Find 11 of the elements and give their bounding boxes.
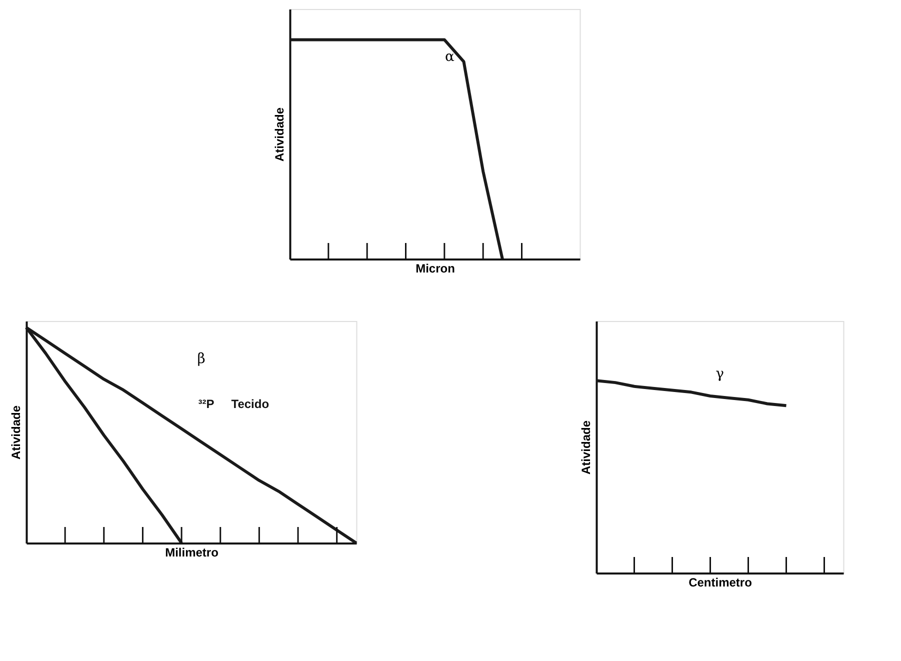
y-axis-title: Atividade — [8, 405, 23, 460]
text: α — [445, 49, 456, 65]
x-axis-title: Micron — [416, 262, 455, 276]
x-axis-title: Milimetro — [165, 546, 218, 560]
y-axis-title: Atividade — [578, 420, 593, 475]
annotation: ³²P — [198, 397, 214, 411]
y-axis-title: Atividade — [272, 107, 286, 162]
chart-title: γ — [716, 366, 724, 382]
text: β — [197, 351, 206, 367]
x-axis-title: Centimetro — [688, 576, 752, 590]
annotation: Tecido — [231, 397, 270, 411]
